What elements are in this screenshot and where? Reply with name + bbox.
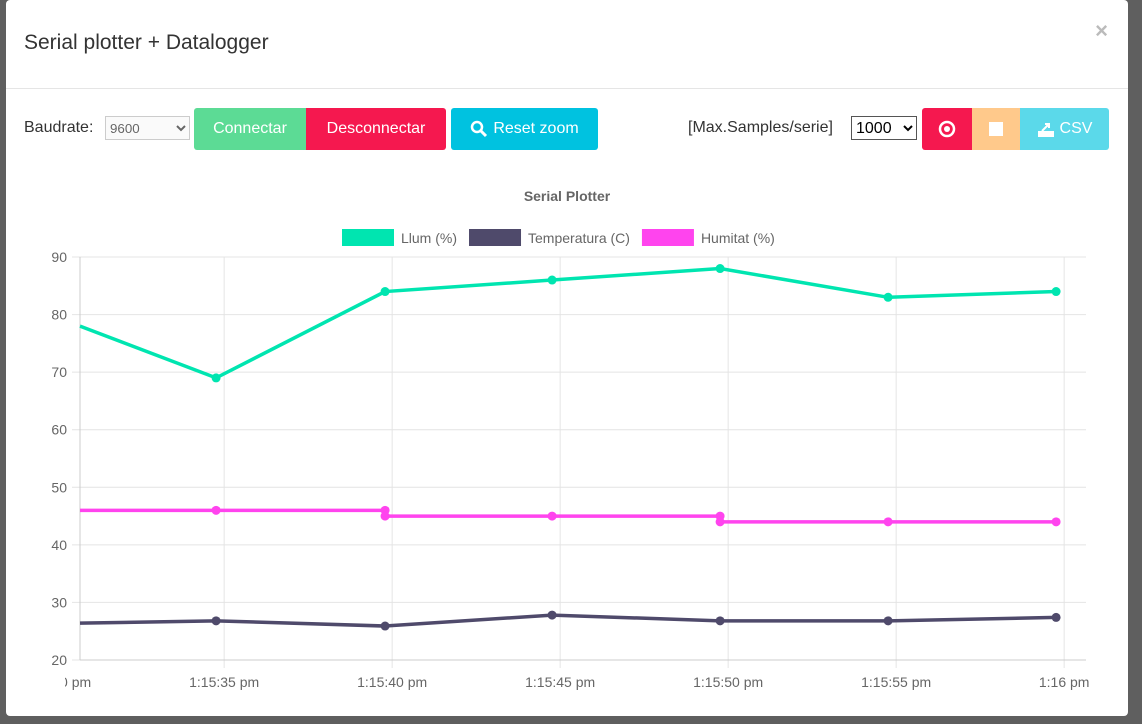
y-tick-label: 20 <box>51 652 67 668</box>
data-point <box>211 505 221 515</box>
data-point <box>211 373 221 383</box>
baudrate-select[interactable]: 9600 <box>105 116 190 140</box>
series-line <box>79 266 1057 380</box>
connect-button[interactable]: Connectar <box>194 108 306 150</box>
x-tick-label: 1:15:35 pm <box>189 674 259 690</box>
series-line <box>80 508 1057 524</box>
y-tick-label: 30 <box>51 594 67 610</box>
data-point <box>883 292 893 302</box>
stop-icon <box>989 122 1003 136</box>
max-samples-label: [Max.Samples/serie] <box>688 119 833 136</box>
reset-zoom-button[interactable]: Reset zoom <box>451 108 598 150</box>
x-tick-label: 1:15:50 pm <box>693 674 763 690</box>
modal-title: Serial plotter + Datalogger <box>24 31 269 54</box>
export-icon <box>1037 123 1054 137</box>
data-point <box>1051 287 1061 297</box>
data-point <box>715 616 725 626</box>
record-icon <box>938 120 956 138</box>
legend-label: Temperatura (C) <box>528 230 630 246</box>
serial-plotter-modal: Serial plotter + Datalogger × Baudrate: … <box>6 0 1128 716</box>
x-tick-label: 1:15:40 pm <box>357 674 427 690</box>
legend-label: Humitat (%) <box>701 230 775 246</box>
legend-swatch <box>641 229 694 246</box>
data-point <box>547 610 557 620</box>
data-point <box>380 511 390 521</box>
stop-button[interactable] <box>972 108 1020 150</box>
legend-label: Llum (%) <box>401 230 457 246</box>
data-point <box>715 517 725 527</box>
close-button[interactable]: × <box>1095 18 1108 43</box>
data-point <box>380 621 390 631</box>
legend-swatch <box>469 229 522 246</box>
legend-swatch <box>342 229 394 246</box>
chart-title: Serial Plotter <box>524 188 611 204</box>
search-icon <box>471 120 488 138</box>
modal-header: Serial plotter + Datalogger × <box>6 0 1128 89</box>
data-point <box>1051 517 1061 527</box>
y-tick-label: 50 <box>51 479 67 495</box>
data-point <box>1051 612 1061 622</box>
data-point <box>211 616 221 626</box>
baudrate-label: Baudrate: <box>24 119 94 136</box>
data-point <box>883 517 893 527</box>
x-tick-label: 1:15:30 pm <box>21 674 91 690</box>
data-point <box>547 511 557 521</box>
reset-zoom-label: Reset zoom <box>493 120 579 137</box>
y-tick-label: 80 <box>51 307 67 323</box>
data-point <box>547 275 557 285</box>
y-tick-label: 60 <box>51 422 67 438</box>
toolbar: Baudrate: 9600 Connectar Desconnectar Re… <box>6 108 1128 150</box>
x-tick-label: 1:16 pm <box>1039 674 1090 690</box>
data-point <box>715 264 725 274</box>
y-tick-label: 90 <box>51 249 67 265</box>
csv-label: CSV <box>1059 120 1093 137</box>
x-tick-label: 1:15:55 pm <box>861 674 931 690</box>
y-tick-label: 70 <box>51 364 67 380</box>
data-point <box>883 616 893 626</box>
x-tick-label: 1:15:45 pm <box>525 674 595 690</box>
csv-export-button[interactable]: CSV <box>1020 108 1109 150</box>
data-point <box>380 287 390 297</box>
series-line <box>79 613 1057 628</box>
record-button[interactable] <box>922 108 972 150</box>
max-samples-select[interactable]: 1000 <box>851 116 917 140</box>
disconnect-button[interactable]: Desconnectar <box>306 108 446 150</box>
y-tick-label: 40 <box>51 537 67 553</box>
